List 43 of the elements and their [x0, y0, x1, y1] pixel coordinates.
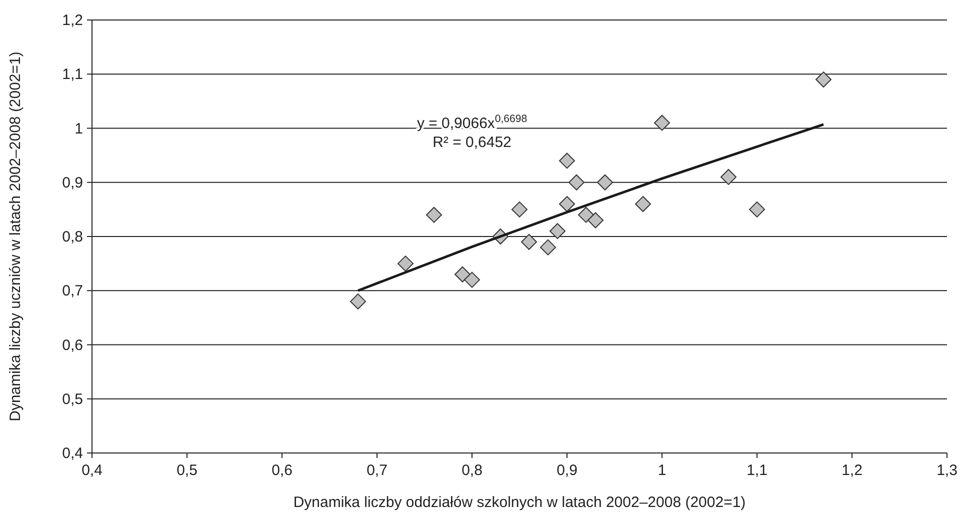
point [654, 114, 670, 131]
point [454, 266, 470, 282]
y-tick-label: 0,8 [62, 228, 83, 246]
point [512, 201, 528, 218]
point [559, 152, 575, 169]
y-tick-label: 0,6 [62, 336, 83, 354]
point [559, 196, 575, 212]
point [568, 174, 584, 190]
point [464, 272, 480, 288]
x-tick-label: 0,6 [272, 462, 292, 479]
point [521, 234, 537, 250]
y-tick-label: 0,5 [62, 390, 83, 408]
point [635, 196, 651, 212]
y-tick-label: 1,2 [62, 12, 83, 29]
y-tick-label: 0,9 [62, 174, 83, 192]
annotation: R² = 0,6452 [432, 134, 512, 151]
x-tick-label: 0,5 [176, 462, 198, 479]
y-axis-title: Dynamika liczby uczniów w latach 2002–2008 (2002=1) [7, 52, 24, 422]
y-tick-label: 1 [74, 120, 83, 138]
x-tick-label: 1 [658, 462, 666, 479]
y-tick-label: 1,1 [62, 66, 83, 84]
x-tick-label: 1,3 [936, 462, 958, 479]
x-axis-title: Dynamika liczby oddziałów szkolnych w latach 2002–2008 (2002=1) [293, 494, 746, 511]
point [749, 201, 765, 218]
y-tick-label: 0,4 [62, 445, 83, 462]
y-tick-label: 0,7 [62, 282, 83, 300]
x-tick-label: 0,7 [366, 462, 388, 479]
point [816, 72, 832, 88]
point [588, 212, 604, 228]
x-tick-label: 0,8 [462, 462, 482, 479]
point [540, 239, 556, 256]
point [398, 256, 414, 272]
x-tick-label: 1,2 [842, 462, 862, 479]
point [550, 223, 566, 240]
point [350, 293, 366, 310]
point [578, 206, 594, 223]
annotation: y = 0,9066x$^{0,6698}$ [416, 113, 528, 132]
point [426, 206, 442, 223]
x-tick-label: 0,4 [82, 462, 102, 479]
point [720, 168, 736, 185]
x-tick-label: 0,9 [556, 462, 578, 479]
point [597, 174, 613, 190]
x-tick-label: 1,1 [746, 462, 768, 479]
